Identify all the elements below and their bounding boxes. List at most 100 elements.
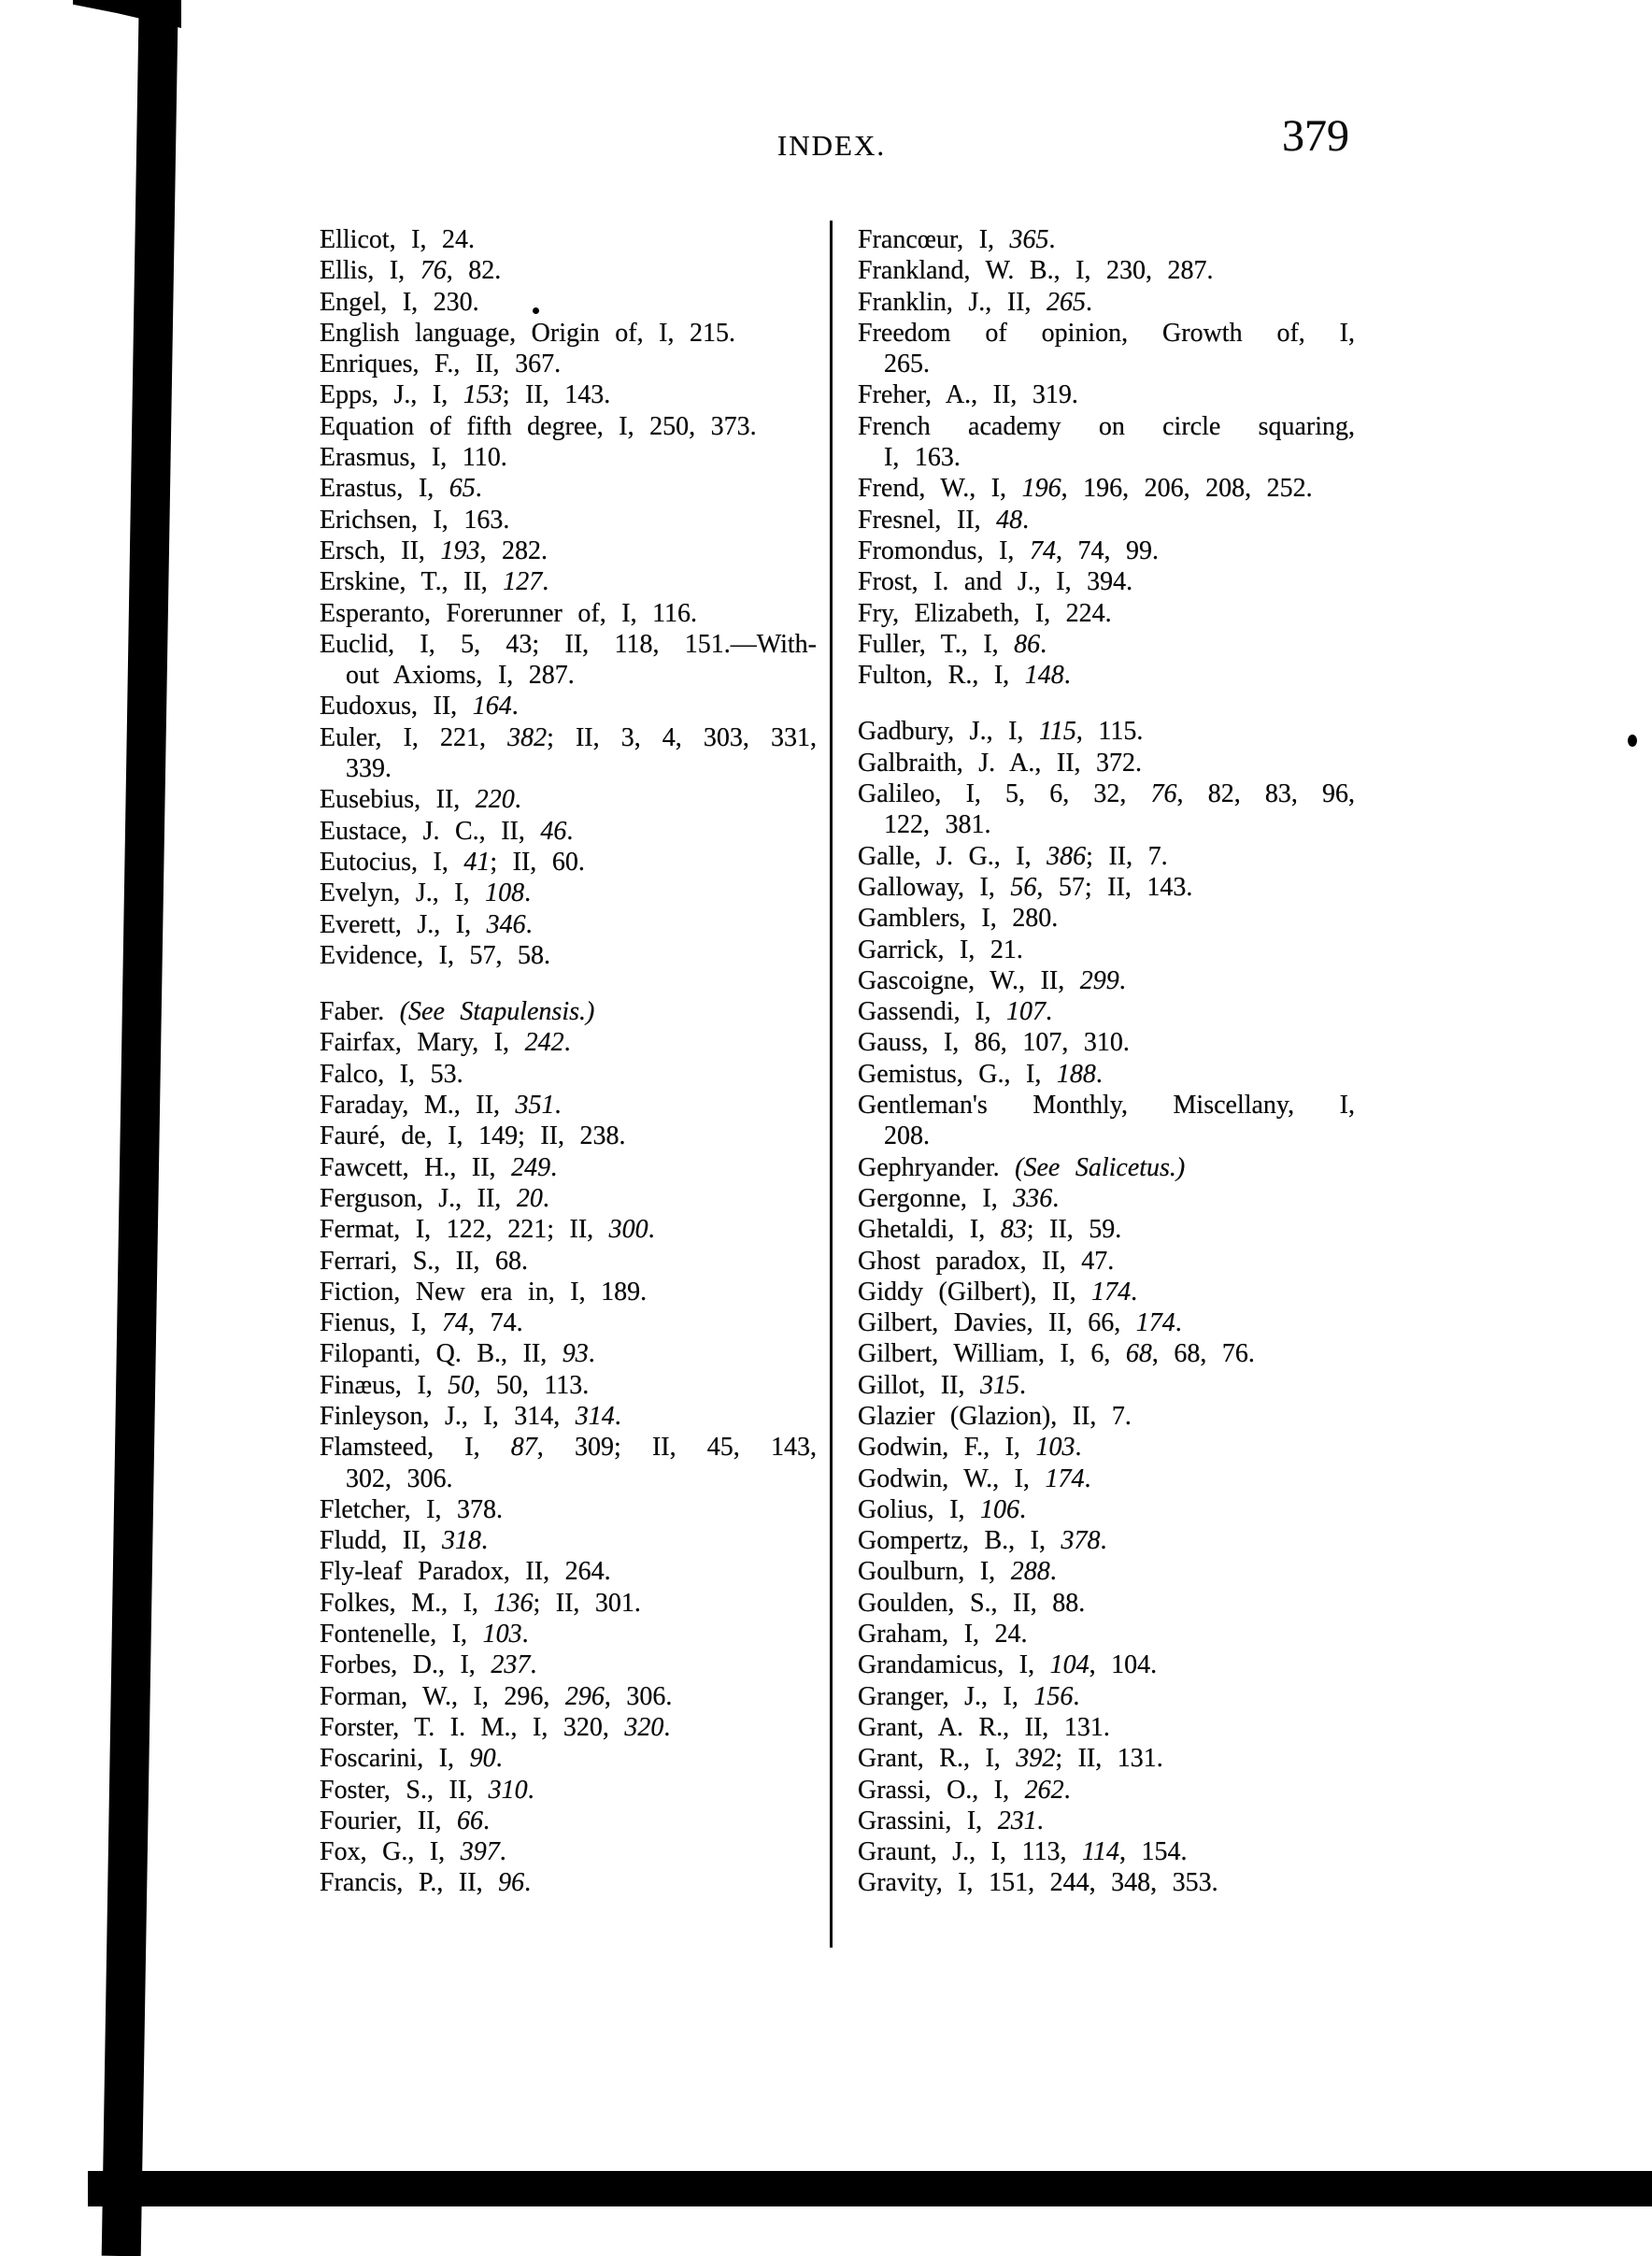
index-entry: Fienus, I, 74, 74.: [320, 1308, 523, 1338]
index-entry: Fawcett, H., II, 249.: [320, 1152, 558, 1182]
index-entry: Fourier, II, 66.: [320, 1806, 490, 1835]
index-column-left: Ellicot, I, 24. Ellis, I, 76, 82. Engel, I…: [320, 224, 817, 1899]
index-entry: Galileo, I, 5, 6, 32, 76, 82, 83, 96, 122…: [858, 779, 1356, 840]
index-entry: Fludd, II, 318.: [320, 1526, 489, 1556]
index-entry: Equation of fifth degree, I, 250, 373.: [320, 411, 757, 441]
index-entry: Filopanti, Q. B., II, 93.: [320, 1339, 595, 1369]
index-entry: Falco, I, 53.: [320, 1059, 463, 1089]
index-entry: Eutocius, I, 41; II, 60.: [320, 847, 585, 877]
index-entry: Fletcher, I, 378.: [320, 1494, 503, 1524]
index-entry: Forman, W., I, 296, 296, 306.: [320, 1681, 673, 1711]
index-entry: Gemistus, G., I, 188.: [858, 1059, 1103, 1089]
index-entry: Fuller, T., I, 86.: [858, 629, 1047, 659]
index-entry: Ghetaldi, I, 83; II, 59.: [858, 1215, 1122, 1245]
index-entry: Gentleman's Monthly, Miscellany, I, 208.: [858, 1091, 1355, 1151]
index-entry: Gephryander. (See Salicetus.): [858, 1152, 1186, 1182]
index-entry: Fiction, New era in, I, 189.: [320, 1277, 648, 1306]
index-entry: Euler, I, 221, 382; II, 3, 4, 303, 331, 3…: [320, 722, 817, 784]
index-entry: Fontenelle, I, 103.: [320, 1620, 529, 1649]
column-divider-rule: [830, 221, 833, 1948]
index-entry: Erasmus, I, 110.: [320, 443, 507, 473]
index-entry: Gauss, I, 86, 107, 310.: [858, 1028, 1130, 1058]
index-entry: Garrick, I, 21.: [858, 935, 1023, 964]
index-entry: Grant, R., I, 392; II, 131.: [858, 1744, 1163, 1774]
index-entry: Gilbert, William, I, 6, 68, 68, 76.: [858, 1339, 1255, 1369]
index-entry: Folkes, M., I, 136; II, 301.: [320, 1588, 641, 1618]
index-entry: Godwin, W., I, 174.: [858, 1464, 1091, 1493]
index-entry: Fauré, de, I, 149; II, 238.: [320, 1121, 626, 1151]
index-entry: Fox, G., I, 397.: [320, 1837, 506, 1867]
index-entry: Gravity, I, 151, 244, 348, 353.: [858, 1868, 1218, 1898]
scan-artifact-speck: [533, 307, 539, 314]
index-letter-group: Gadbury, J., I, 115, 115. Galbraith, J. A…: [858, 716, 1355, 1898]
index-entry: Gompertz, B., I, 378.: [858, 1526, 1107, 1556]
index-entry: Erastus, I, 65.: [320, 474, 482, 504]
index-entry: Everett, J., I, 346.: [320, 909, 533, 939]
index-entry: Fresnel, II, 48.: [858, 505, 1030, 535]
index-column-right: Francœur, I, 365. Frankland, W. B., I, 23…: [858, 224, 1355, 1899]
index-entry: Enriques, F., II, 367.: [320, 350, 562, 379]
index-entry: Goulden, S., II, 88.: [858, 1588, 1086, 1618]
index-entry: Ghost paradox, II, 47.: [858, 1246, 1115, 1276]
index-entry: Graham, I, 24.: [858, 1620, 1028, 1649]
scan-artifact-left-bar: [101, 0, 178, 2256]
scan-artifact-bottom-bar: [88, 2171, 1652, 2206]
index-entry: Fly-leaf Paradox, II, 264.: [320, 1557, 611, 1587]
index-entry: Fry, Elizabeth, I, 224.: [858, 598, 1112, 628]
index-entry: Freher, A., II, 319.: [858, 380, 1078, 410]
index-entry: Flamsteed, I, 87, 309; II, 45, 143, 302, …: [320, 1433, 817, 1493]
index-entry: Frend, W., I, 196, 196, 206, 208, 252.: [858, 474, 1313, 504]
index-entry: Forbes, D., I, 237.: [320, 1650, 537, 1680]
scan-artifact-speck: [1628, 735, 1637, 747]
index-entry: Grandamicus, I, 104, 104.: [858, 1650, 1158, 1680]
index-entry: Euclid, I, 5, 43; II, 118, 151.—With-out…: [320, 629, 817, 691]
index-entry: Foscarini, I, 90.: [320, 1744, 503, 1774]
index-entry: Fulton, R., I, 148.: [858, 661, 1071, 691]
page-number: 379: [1282, 111, 1349, 161]
index-entry: Eudoxus, II, 164.: [320, 692, 519, 721]
index-entry: Ferrari, S., II, 68.: [320, 1246, 528, 1276]
index-entry: Finæus, I, 50, 50, 113.: [320, 1370, 590, 1400]
index-entry: Esperanto, Forerunner of, I, 116.: [320, 598, 698, 628]
index-entry: Glazier (Glazion), II, 7.: [858, 1401, 1132, 1431]
index-entry: Epps, J., I, 153; II, 143.: [320, 380, 611, 410]
index-entry: Francœur, I, 365.: [858, 225, 1056, 254]
index-entry: Gilbert, Davies, II, 66, 174.: [858, 1308, 1182, 1338]
index-entry: Forster, T. I. M., I, 320, 320.: [320, 1712, 671, 1742]
index-entry: Francis, P., II, 96.: [320, 1868, 532, 1898]
index-entry: Ellicot, I, 24.: [320, 225, 476, 254]
index-entry: Frankland, W. B., I, 230, 287.: [858, 256, 1214, 286]
index-entry: Gergonne, I, 336.: [858, 1183, 1060, 1213]
index-entry: Giddy (Gilbert), II, 174.: [858, 1277, 1138, 1306]
index-entry: Godwin, F., I, 103.: [858, 1433, 1082, 1463]
index-entry: Faraday, M., II, 351.: [320, 1091, 562, 1121]
index-entry: Evidence, I, 57, 58.: [320, 940, 551, 970]
index-entry: Gillot, II, 315.: [858, 1370, 1027, 1400]
index-entry: Grassi, O., I, 262.: [858, 1775, 1071, 1805]
index-entry: Graunt, J., I, 113, 114, 154.: [858, 1837, 1188, 1867]
index-entry: Gassendi, I, 107.: [858, 997, 1053, 1027]
index-entry: Ellis, I, 76, 82.: [320, 256, 502, 286]
index-letter-group: Faber. (See Stapulensis.) Fairfax, Mary, …: [320, 996, 817, 1899]
index-entry: Ferguson, J., II, 20.: [320, 1183, 549, 1213]
index-entry: Grant, A. R., II, 131.: [858, 1712, 1110, 1742]
index-entry: Evelyn, J., I, 108.: [320, 878, 532, 908]
index-entry: Erichsen, I, 163.: [320, 505, 510, 535]
index-entry: French academy on circle squaring, I, 163…: [858, 411, 1355, 473]
index-entry: Fairfax, Mary, I, 242.: [320, 1028, 571, 1058]
index-entry: Gamblers, I, 280.: [858, 904, 1059, 934]
page-header-title: INDEX.: [776, 129, 887, 162]
index-entry: Gadbury, J., I, 115, 115.: [858, 717, 1144, 747]
index-entry: Freedom of opinion, Growth of, I, 265.: [858, 318, 1355, 379]
index-entry: Faber. (See Stapulensis.): [320, 997, 595, 1027]
index-entry: Granger, J., I, 156.: [858, 1681, 1080, 1711]
index-entry: English language, Origin of, I, 215.: [320, 318, 735, 348]
index-entry: Franklin, J., II, 265.: [858, 287, 1092, 317]
index-entry: Gascoigne, W., II, 299.: [858, 965, 1126, 995]
index-entry: Foster, S., II, 310.: [320, 1775, 534, 1805]
index-entry: Eusebius, II, 220.: [320, 785, 521, 815]
index-entry: Galle, J. G., I, 386; II, 7.: [858, 841, 1168, 871]
index-letter-group: Francœur, I, 365. Frankland, W. B., I, 23…: [858, 224, 1355, 691]
index-entry: Frost, I. and J., I, 394.: [858, 567, 1133, 597]
index-letter-group: Ellicot, I, 24. Ellis, I, 76, 82. Engel, I…: [320, 224, 817, 971]
